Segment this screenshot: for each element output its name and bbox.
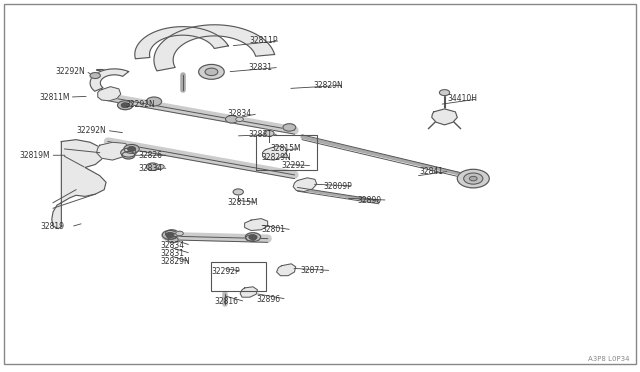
Polygon shape (135, 27, 228, 59)
Text: 32834: 32834 (161, 241, 184, 250)
Text: 32831: 32831 (161, 249, 184, 258)
Circle shape (225, 116, 238, 123)
Circle shape (124, 144, 140, 153)
Circle shape (90, 73, 100, 78)
Text: 32292: 32292 (282, 161, 306, 170)
Circle shape (118, 101, 133, 110)
Circle shape (166, 230, 178, 237)
Text: 32292N: 32292N (125, 100, 155, 109)
Circle shape (163, 231, 177, 239)
Circle shape (205, 68, 218, 76)
Text: 32831: 32831 (248, 63, 273, 72)
Text: 32292P: 32292P (211, 267, 240, 276)
Text: 32819: 32819 (40, 222, 64, 231)
Text: 32841: 32841 (419, 167, 443, 176)
Circle shape (233, 189, 243, 195)
Text: A3P8 L0P34: A3P8 L0P34 (588, 356, 630, 362)
Circle shape (469, 176, 477, 181)
Polygon shape (97, 142, 130, 160)
Circle shape (249, 235, 257, 239)
Text: 32896: 32896 (256, 295, 280, 304)
Text: 32816: 32816 (214, 297, 239, 306)
Circle shape (157, 164, 164, 169)
Text: 32811M: 32811M (39, 93, 70, 102)
Text: 32811P: 32811P (250, 36, 278, 45)
Circle shape (264, 131, 274, 137)
Circle shape (464, 173, 483, 184)
Text: 32819M: 32819M (20, 151, 51, 160)
Text: 32815M: 32815M (227, 198, 258, 207)
Circle shape (198, 64, 224, 79)
Text: 32292N: 32292N (55, 67, 84, 76)
Circle shape (246, 235, 256, 241)
Circle shape (122, 151, 135, 159)
Text: 32829N: 32829N (261, 153, 291, 162)
Text: 32890: 32890 (357, 196, 381, 205)
Polygon shape (98, 87, 121, 101)
Text: 32809P: 32809P (323, 182, 352, 190)
Polygon shape (432, 109, 458, 125)
Bar (256, 135, 317, 170)
Text: 32834: 32834 (138, 164, 162, 173)
Circle shape (236, 117, 243, 122)
Circle shape (147, 97, 162, 106)
Text: 32826: 32826 (138, 151, 162, 160)
Text: 32815M: 32815M (270, 144, 301, 153)
Polygon shape (52, 140, 106, 229)
Circle shape (175, 231, 183, 235)
Circle shape (167, 233, 177, 239)
Text: 32801: 32801 (261, 225, 285, 234)
Text: 34410H: 34410H (448, 94, 477, 103)
Bar (211, 262, 266, 291)
Polygon shape (90, 69, 129, 91)
Circle shape (440, 90, 450, 96)
Text: 32834: 32834 (227, 109, 252, 118)
Polygon shape (262, 146, 287, 160)
Polygon shape (276, 264, 296, 276)
Polygon shape (240, 287, 257, 297)
Polygon shape (154, 25, 275, 71)
Circle shape (122, 103, 129, 108)
Circle shape (121, 148, 136, 157)
Circle shape (168, 237, 178, 243)
Text: 32292N: 32292N (76, 126, 106, 135)
Circle shape (458, 169, 489, 188)
Text: 32831: 32831 (248, 129, 273, 139)
Circle shape (166, 233, 173, 237)
Text: 32829N: 32829N (161, 257, 190, 266)
Polygon shape (244, 219, 268, 231)
Circle shape (128, 147, 136, 151)
Circle shape (283, 124, 296, 131)
Circle shape (147, 163, 159, 170)
Text: 32873: 32873 (301, 266, 325, 275)
Circle shape (245, 233, 260, 241)
Polygon shape (293, 178, 317, 192)
Text: 32829N: 32829N (314, 81, 344, 90)
